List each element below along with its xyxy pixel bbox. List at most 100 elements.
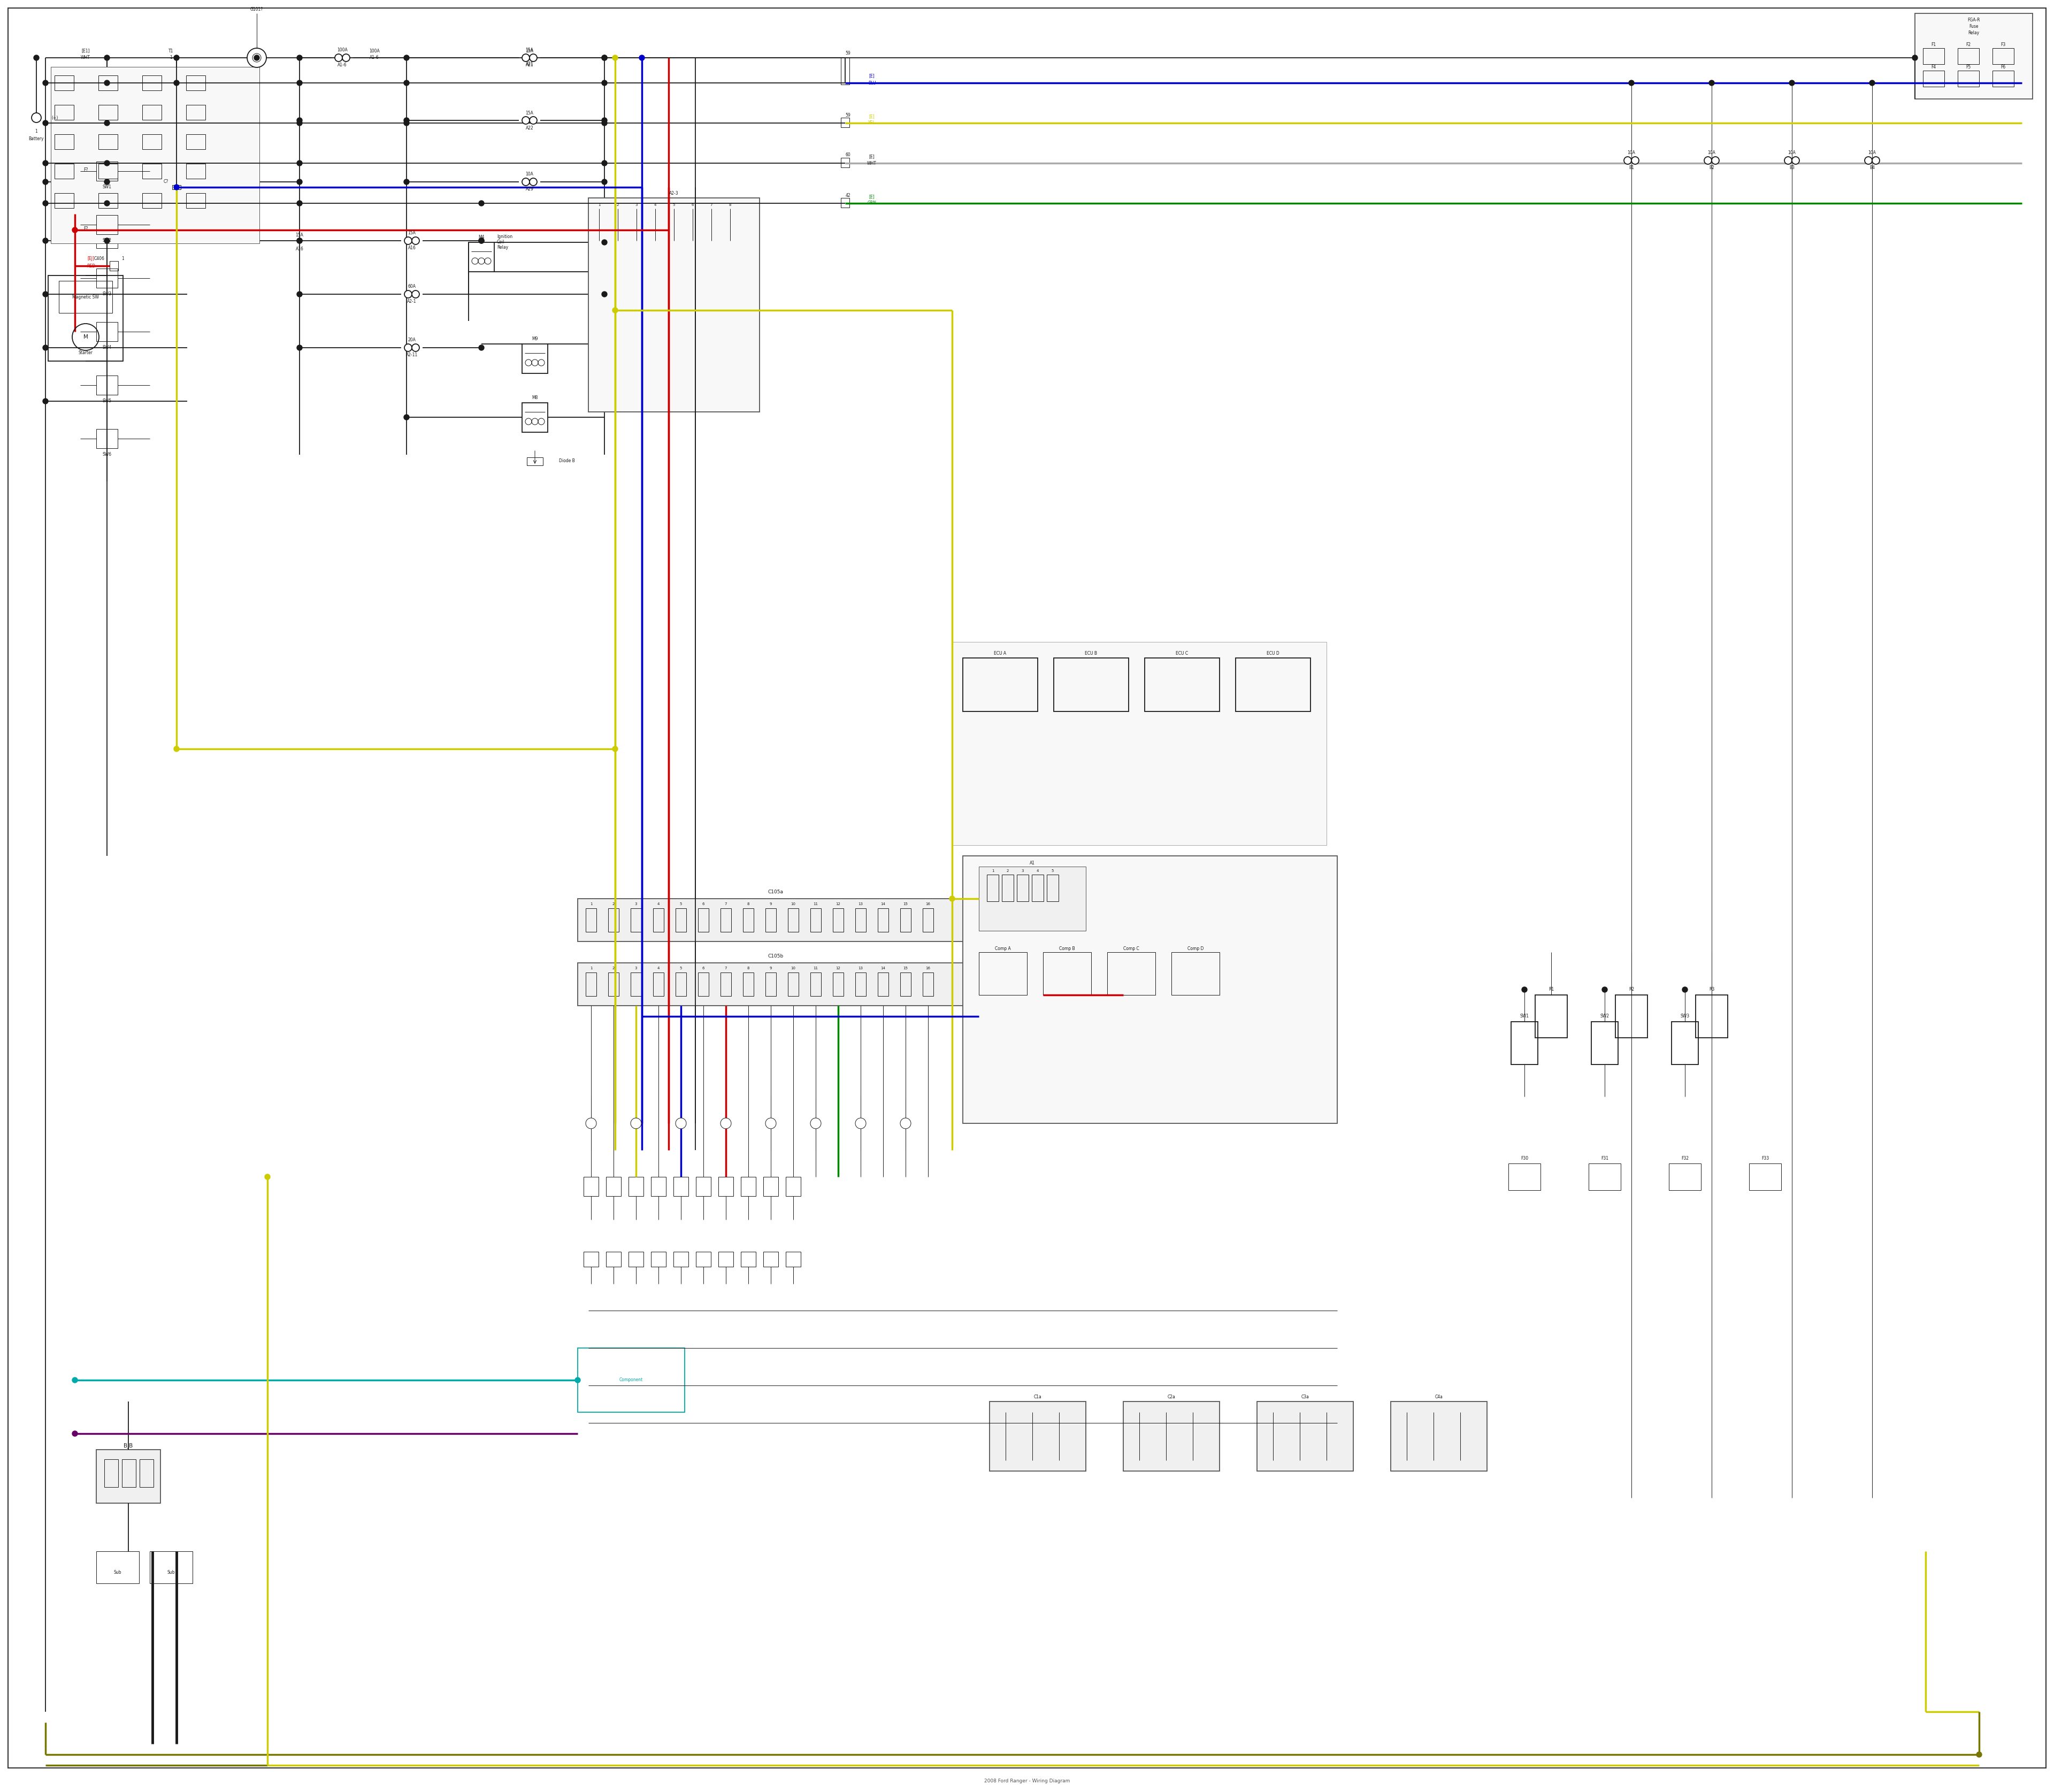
Bar <box>150 1552 193 1584</box>
Circle shape <box>298 201 302 206</box>
Text: Ignition
Coil
Relay: Ignition Coil Relay <box>497 235 514 251</box>
Text: 13: 13 <box>859 903 863 905</box>
Circle shape <box>405 344 413 351</box>
Bar <box>854 973 867 996</box>
Bar <box>1592 1021 1619 1064</box>
Text: 2008 Ford Ranger - Wiring Diagram: 2008 Ford Ranger - Wiring Diagram <box>984 1779 1070 1783</box>
Text: Sub: Sub <box>166 1570 175 1575</box>
Circle shape <box>43 201 47 206</box>
Bar <box>741 1177 756 1195</box>
Bar <box>97 215 117 235</box>
Text: [E]: [E] <box>869 115 875 118</box>
Bar <box>696 1253 711 1267</box>
Text: 5: 5 <box>674 202 676 206</box>
Bar <box>840 57 850 84</box>
Circle shape <box>1711 156 1719 165</box>
Circle shape <box>405 290 413 297</box>
Bar <box>963 658 1037 711</box>
Bar <box>789 909 799 932</box>
Bar <box>173 185 181 190</box>
Bar <box>963 857 1337 1124</box>
Circle shape <box>246 48 267 68</box>
Bar <box>583 1253 598 1267</box>
Bar <box>832 909 844 932</box>
Text: 15A: 15A <box>526 48 534 54</box>
Text: R1: R1 <box>1549 987 1555 993</box>
Bar <box>99 75 117 90</box>
Circle shape <box>479 238 485 244</box>
Circle shape <box>405 56 409 61</box>
Text: WHT: WHT <box>80 56 90 59</box>
Text: M9: M9 <box>532 337 538 340</box>
Bar <box>1508 1163 1540 1190</box>
Circle shape <box>298 81 302 86</box>
Text: SW5: SW5 <box>103 400 111 403</box>
Bar <box>980 952 1027 995</box>
Circle shape <box>1789 81 1795 86</box>
Circle shape <box>530 177 536 186</box>
Circle shape <box>43 346 47 351</box>
Text: 1: 1 <box>598 202 600 206</box>
Bar <box>1107 952 1154 995</box>
Bar <box>832 973 844 996</box>
Circle shape <box>631 1118 641 1129</box>
Text: M4: M4 <box>479 235 485 240</box>
Circle shape <box>405 118 409 124</box>
Text: 14: 14 <box>881 903 885 905</box>
Circle shape <box>585 1118 596 1129</box>
Circle shape <box>575 1378 581 1383</box>
Bar <box>528 457 542 466</box>
Bar <box>789 973 799 996</box>
Bar <box>719 1177 733 1195</box>
Text: F33: F33 <box>1762 1156 1768 1161</box>
Circle shape <box>105 56 109 61</box>
Bar <box>109 262 119 271</box>
Text: A21: A21 <box>526 63 534 68</box>
Text: 9: 9 <box>770 966 772 969</box>
Circle shape <box>766 1118 776 1129</box>
Circle shape <box>413 290 419 297</box>
Text: A1: A1 <box>1029 860 1035 866</box>
Bar <box>1054 658 1128 711</box>
Bar <box>986 874 998 901</box>
Text: Comp A: Comp A <box>994 946 1011 952</box>
Bar <box>674 1253 688 1267</box>
Bar <box>1588 1163 1621 1190</box>
Bar <box>676 909 686 932</box>
Bar <box>1124 1401 1220 1471</box>
Bar <box>764 1177 778 1195</box>
Circle shape <box>602 120 608 125</box>
Text: A2-11: A2-11 <box>407 353 417 358</box>
Circle shape <box>33 56 39 61</box>
Text: A29: A29 <box>526 186 534 192</box>
Text: 4: 4 <box>657 903 659 905</box>
Text: 11: 11 <box>813 966 817 969</box>
Text: SW1: SW1 <box>103 185 111 190</box>
Circle shape <box>1629 81 1635 86</box>
Text: M8: M8 <box>532 396 538 400</box>
Circle shape <box>31 113 41 122</box>
Text: 15: 15 <box>904 966 908 969</box>
Text: SW2: SW2 <box>1600 1014 1608 1020</box>
Bar <box>97 269 117 289</box>
Bar <box>55 163 74 179</box>
Bar <box>97 323 117 340</box>
Bar <box>721 909 731 932</box>
Text: C105b: C105b <box>768 953 783 959</box>
Circle shape <box>405 179 409 185</box>
Text: A2-3: A2-3 <box>670 192 678 195</box>
Bar <box>187 106 205 120</box>
Circle shape <box>105 120 109 125</box>
Bar <box>629 1177 643 1195</box>
Bar <box>187 163 205 179</box>
Circle shape <box>405 120 409 125</box>
Text: 6: 6 <box>692 202 694 206</box>
Bar <box>1144 658 1220 711</box>
Text: F?: F? <box>84 168 88 172</box>
Circle shape <box>175 56 179 61</box>
Circle shape <box>1602 987 1608 993</box>
Circle shape <box>602 179 608 185</box>
Bar <box>97 376 117 394</box>
Bar <box>606 1177 620 1195</box>
Bar <box>1237 658 1310 711</box>
